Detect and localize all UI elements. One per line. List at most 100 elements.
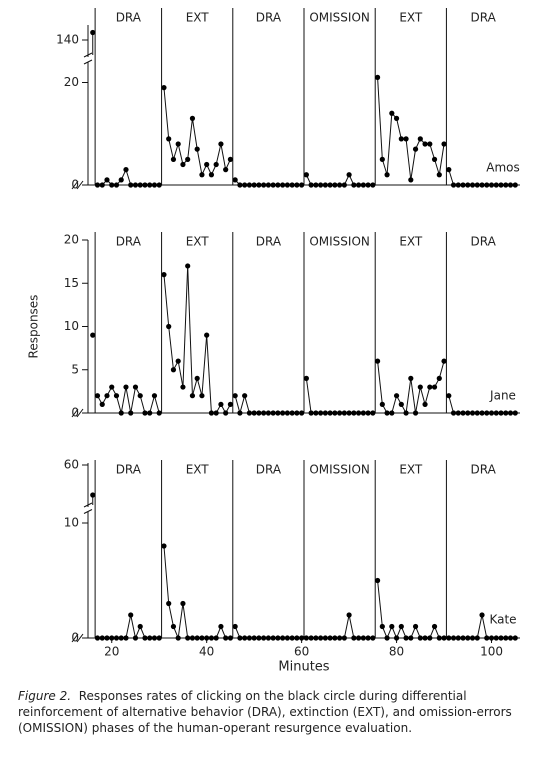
data-point bbox=[199, 635, 205, 641]
y-tick-label: 5 bbox=[71, 362, 79, 376]
data-point bbox=[189, 635, 196, 641]
connector bbox=[234, 395, 241, 414]
data-point bbox=[370, 635, 376, 641]
data-point bbox=[166, 136, 172, 142]
data-point bbox=[246, 410, 253, 416]
data-point bbox=[199, 393, 205, 399]
phase-label: DRA bbox=[471, 235, 497, 249]
data-point bbox=[417, 136, 423, 142]
data-point bbox=[275, 410, 281, 416]
data-point bbox=[507, 635, 514, 641]
data-point bbox=[337, 410, 343, 416]
data-point bbox=[232, 177, 238, 183]
connector bbox=[196, 378, 203, 396]
data-point bbox=[431, 623, 438, 630]
data-point bbox=[194, 375, 200, 381]
data-point bbox=[360, 410, 366, 416]
data-point bbox=[156, 182, 162, 188]
phase-label: OMISSION bbox=[309, 11, 370, 25]
data-point bbox=[374, 358, 381, 364]
connector bbox=[168, 326, 174, 370]
data-point bbox=[189, 393, 196, 399]
data-point bbox=[299, 635, 305, 641]
data-point bbox=[170, 367, 177, 373]
data-point bbox=[242, 635, 248, 641]
data-point bbox=[308, 182, 314, 188]
data-point bbox=[237, 182, 243, 188]
connector bbox=[163, 87, 170, 139]
data-point bbox=[484, 410, 490, 416]
data-point bbox=[199, 172, 205, 178]
data-point bbox=[450, 182, 457, 188]
data-point bbox=[412, 623, 419, 630]
data-point bbox=[284, 410, 290, 416]
data-point bbox=[147, 635, 153, 641]
connector bbox=[177, 143, 184, 165]
data-point bbox=[303, 635, 309, 641]
connector bbox=[305, 378, 312, 414]
phase-label: EXT bbox=[399, 11, 423, 25]
data-point bbox=[175, 635, 181, 641]
data-point bbox=[427, 141, 433, 147]
data-point bbox=[322, 635, 328, 641]
data-point bbox=[370, 182, 376, 188]
connector bbox=[116, 395, 122, 414]
data-point bbox=[237, 635, 243, 641]
data-point bbox=[256, 635, 262, 641]
data-point bbox=[431, 156, 438, 162]
data-point bbox=[469, 182, 476, 188]
phase-label: DRA bbox=[116, 463, 142, 477]
data-point bbox=[379, 623, 385, 630]
phase-label: EXT bbox=[399, 463, 423, 477]
data-point bbox=[498, 635, 504, 641]
data-point bbox=[223, 410, 229, 416]
data-point bbox=[151, 393, 158, 399]
data-point bbox=[265, 410, 271, 416]
data-point bbox=[94, 635, 101, 641]
connector bbox=[481, 614, 488, 639]
data-point bbox=[204, 332, 210, 338]
data-point bbox=[479, 612, 485, 618]
data-point bbox=[374, 577, 381, 584]
data-point bbox=[479, 182, 485, 188]
data-point bbox=[351, 182, 357, 188]
y-tick-label: 10 bbox=[64, 319, 79, 333]
data-point bbox=[118, 410, 124, 416]
series-label: Kate bbox=[489, 613, 516, 627]
phase-label: DRA bbox=[116, 235, 142, 249]
data-point bbox=[275, 182, 281, 188]
data-point bbox=[417, 635, 423, 641]
data-point bbox=[474, 410, 480, 416]
data-point bbox=[123, 384, 129, 390]
connector bbox=[434, 159, 440, 175]
connector bbox=[410, 149, 417, 180]
data-point bbox=[427, 384, 433, 390]
connector bbox=[191, 378, 198, 396]
connector bbox=[396, 118, 402, 139]
series-label: Amos bbox=[486, 161, 520, 175]
y-tick-label: 0 bbox=[71, 406, 79, 420]
data-point bbox=[346, 410, 352, 416]
data-point bbox=[151, 182, 158, 188]
data-point bbox=[223, 635, 229, 641]
data-point bbox=[446, 635, 452, 641]
data-point bbox=[389, 110, 395, 116]
data-point bbox=[327, 635, 333, 641]
caption-text: Responses rates of clicking on the black… bbox=[18, 689, 512, 735]
data-point bbox=[118, 635, 124, 641]
data-point bbox=[104, 635, 110, 641]
data-point bbox=[465, 635, 471, 641]
data-point bbox=[213, 161, 219, 168]
data-point bbox=[251, 410, 257, 416]
caption: Figure 2. Responses rates of clicking on… bbox=[18, 688, 546, 736]
connector bbox=[377, 77, 383, 160]
data-point bbox=[365, 410, 371, 416]
data-point bbox=[493, 635, 499, 641]
data-point bbox=[384, 172, 390, 178]
data-point bbox=[142, 182, 148, 188]
connector bbox=[239, 395, 246, 414]
y-tick-label: 20 bbox=[64, 233, 79, 247]
data-point bbox=[185, 263, 191, 269]
data-point bbox=[322, 182, 328, 188]
